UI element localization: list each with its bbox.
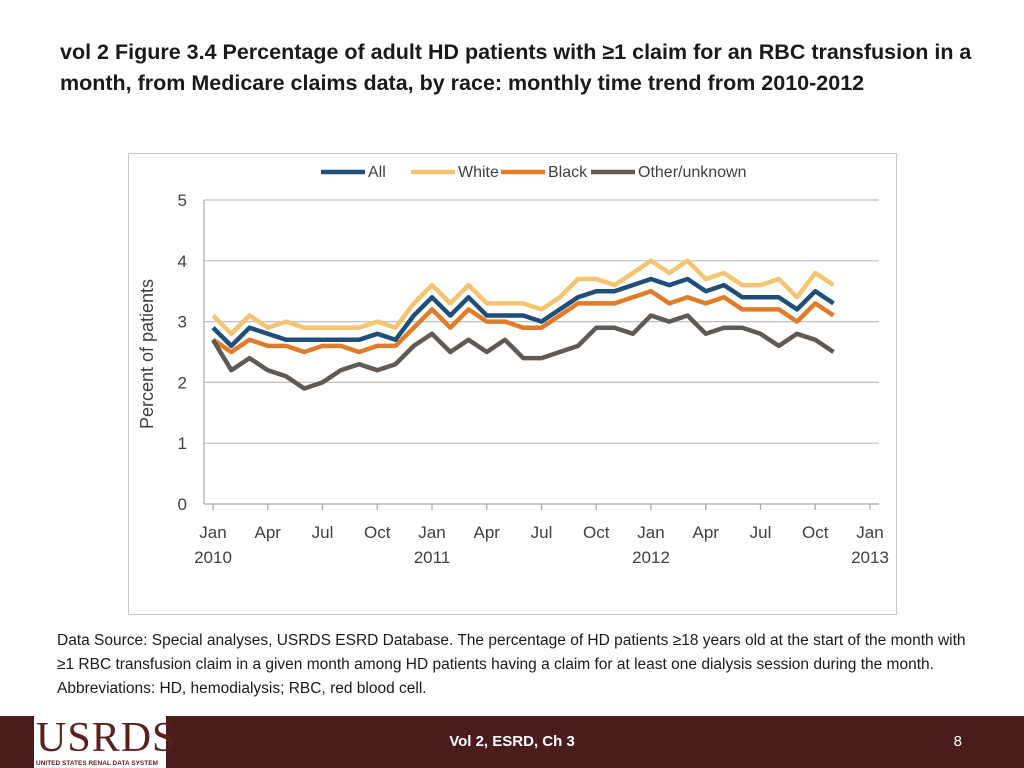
x-tick-label: Jul bbox=[531, 523, 553, 542]
x-tick-label: Jan bbox=[418, 523, 445, 542]
logo-wordmark: USRDS bbox=[36, 715, 177, 761]
x-tick-label: Jan bbox=[199, 523, 226, 542]
data-source-note: Data Source: Special analyses, USRDS ESR… bbox=[57, 632, 966, 697]
logo-subtitle: UNITED STATES RENAL DATA SYSTEM bbox=[36, 760, 158, 767]
x-tick-label: Apr bbox=[693, 523, 720, 542]
line-chart: 0 1 2 3 4 5 Jan 2010 Apr Jul Oct Jan 2011 Apr Jul Oct Ja… bbox=[137, 164, 889, 567]
legend-label: White bbox=[458, 164, 499, 181]
x-tick-label: Oct bbox=[802, 523, 829, 542]
x-tick-year-label: 2011 bbox=[414, 548, 451, 567]
y-tick-label: 2 bbox=[178, 373, 187, 392]
footer-chapter-label: Vol 2, ESRD, Ch 3 bbox=[449, 733, 575, 750]
x-tick-label: Oct bbox=[583, 523, 610, 542]
x-tick-label: Jan bbox=[856, 523, 883, 542]
x-tick-label: Jul bbox=[750, 523, 772, 542]
page-number: 8 bbox=[953, 733, 962, 750]
y-tick-label: 1 bbox=[178, 434, 187, 453]
series-line-all bbox=[211, 276, 835, 349]
legend-label: Other/unknown bbox=[638, 164, 747, 181]
legend-label: Black bbox=[548, 164, 588, 181]
usrds-logo: USRDS UNITED STATES RENAL DATA SYSTEM bbox=[34, 712, 175, 768]
series-line-white bbox=[211, 258, 835, 337]
y-tick-label: 3 bbox=[178, 313, 187, 332]
x-tick-label: Jan bbox=[637, 523, 664, 542]
series-line-black bbox=[211, 288, 835, 355]
series-line-other-unknown bbox=[211, 313, 835, 391]
y-axis-label: Percent of patients bbox=[137, 279, 157, 429]
x-tick-label: Apr bbox=[474, 523, 501, 542]
footer-bar: Vol 2, ESRD, Ch 3 8 bbox=[0, 716, 1024, 768]
legend-label: All bbox=[368, 164, 386, 181]
y-tick-label: 0 bbox=[178, 495, 187, 514]
slide-title: vol 2 Figure 3.4 Percentage of adult HD … bbox=[60, 40, 972, 95]
x-tick-year-label: 2012 bbox=[632, 548, 670, 567]
x-tick-year-label: 2013 bbox=[851, 548, 889, 567]
y-tick-label: 4 bbox=[178, 252, 187, 271]
x-tick-label: Oct bbox=[364, 523, 391, 542]
chart-frame: 0 1 2 3 4 5 Jan 2010 Apr Jul Oct Jan 2011 Apr Jul Oct Ja… bbox=[128, 153, 897, 615]
x-tick-year-label: 2010 bbox=[194, 548, 232, 567]
x-tick-label: Apr bbox=[255, 523, 282, 542]
y-tick-label: 5 bbox=[178, 191, 187, 210]
x-tick-label: Jul bbox=[312, 523, 334, 542]
